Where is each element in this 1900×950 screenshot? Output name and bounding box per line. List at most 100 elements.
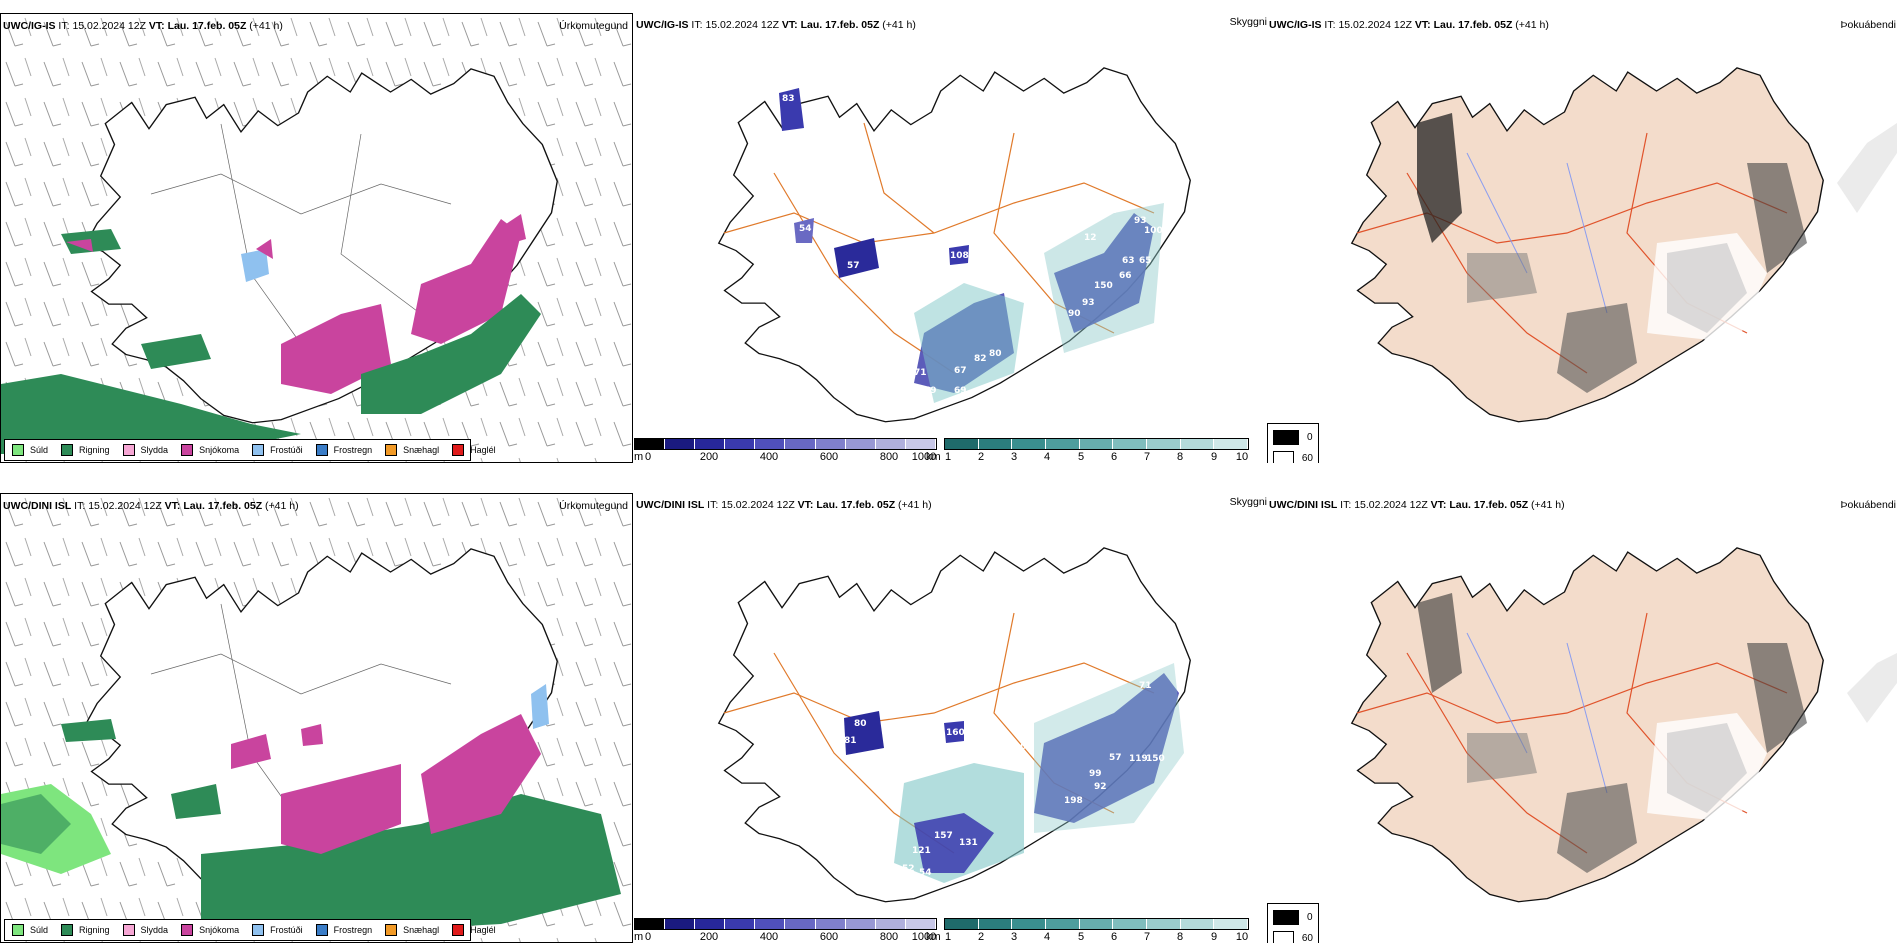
legend-item-frostudi: Frostúði (252, 924, 303, 936)
ceiling-colorbar: m 0 200 400 600 800 1000 (634, 438, 937, 463)
ceiling-label: 71 (914, 368, 927, 378)
ceiling-bar-swatch (695, 439, 726, 449)
visibility-tick: 9 (1210, 451, 1218, 463)
ceiling-unit: m (634, 931, 644, 943)
ceiling-tick: 0 (644, 451, 652, 463)
panel-header: UWC/DINI ISL IT: 15.02.2024 12Z VT: Lau.… (3, 500, 299, 512)
ceiling-unit: m (634, 451, 644, 463)
legend-item-frostregn: Frostregn (315, 924, 372, 936)
ceiling-label: 83 (782, 94, 795, 104)
visibility-bar-swatch (945, 919, 979, 929)
ceiling-bar-swatch (695, 919, 726, 929)
ceiling-label: 157 (934, 831, 953, 841)
precip-type-panel-top: UWC/IG-IS IT: 15.02.2024 12Z VT: Lau. 17… (0, 13, 633, 463)
visibility-bar-swatch (1079, 919, 1114, 929)
legend-item-snaehagl: Snæhagl (385, 924, 439, 936)
legend-item-sudl: Súld (12, 444, 48, 456)
legend-item-slydda: Slydda (122, 444, 168, 456)
fog-legend-item: 0 (1273, 430, 1313, 445)
ceiling-bar-swatch (815, 919, 846, 929)
ceiling-bar-swatch (635, 919, 666, 929)
ceiling-bar-swatch (785, 439, 816, 449)
visibility-tick: 5 (1077, 451, 1085, 463)
visibility-map-top: 83 52 54 57 108 12 100 93 100 63 65 66 1… (718, 67, 1191, 423)
ceiling-label: 108 (950, 251, 969, 261)
ceiling-bar-swatch (665, 919, 696, 929)
ceiling-tick: 400 (759, 931, 779, 943)
ceiling-label: 150 (1094, 281, 1113, 291)
visibility-bar-swatch (1046, 439, 1080, 449)
panel-header: UWC/IG-IS IT: 15.02.2024 12Z VT: Lau. 17… (3, 20, 283, 32)
fog-legend-item: 60 (1273, 931, 1313, 943)
visibility-tick: 2 (977, 931, 985, 943)
fog-panel-top: UWC/IG-IS IT: 15.02.2024 12Z VT: Lau. 17… (1267, 13, 1900, 463)
visibility-tick: 10 (1235, 451, 1249, 463)
visibility-tick: 4 (1043, 451, 1051, 463)
ceiling-tick: 400 (759, 451, 779, 463)
visibility-bar-swatch (978, 919, 1013, 929)
visibility-tick: 8 (1176, 931, 1184, 943)
visibility-colorbar: km 1 2 3 4 5 6 7 8 9 10 (926, 438, 1249, 463)
ceiling-bar-swatch (815, 439, 846, 449)
visibility-tick: 8 (1176, 451, 1184, 463)
ceiling-bar-swatch (845, 919, 876, 929)
legend-item-slydda: Slydda (122, 924, 168, 936)
fog-legend-item: 0 (1273, 910, 1313, 925)
ceiling-label: 52 (794, 191, 807, 201)
ceiling-tick: 800 (879, 451, 899, 463)
ceiling-bar-swatch (905, 439, 936, 449)
ceiling-tick: 1000 (911, 931, 937, 943)
ceiling-tick: 1000 (911, 451, 937, 463)
visibility-title: Skyggni (1229, 496, 1267, 508)
visibility-panel-bottom: 80 81 160 104 57 99 92 198 157 131 54 12… (634, 493, 1267, 943)
visibility-tick: 2 (977, 451, 985, 463)
ceiling-label: 82 (974, 354, 987, 364)
ceiling-tick: 0 (644, 931, 652, 943)
legend-item-haglel: Haglél (452, 924, 496, 936)
precip-type-legend: Súld Rigning Slydda Snjókoma Frostúði Fr… (4, 439, 496, 461)
panel-header: UWC/IG-IS IT: 15.02.2024 12Z VT: Lau. 17… (636, 19, 916, 31)
ceiling-label: 93 (1082, 298, 1095, 308)
visibility-panel-top: 83 52 54 57 108 12 100 93 100 63 65 66 1… (634, 13, 1267, 463)
ceiling-bar-swatch (845, 439, 876, 449)
ceiling-label: 150 (1146, 754, 1165, 764)
fog-map-bottom (1351, 547, 1897, 903)
legend-item-sudl: Súld (12, 924, 48, 936)
visibility-bar-swatch (1046, 919, 1080, 929)
ceiling-label: 160 (946, 728, 965, 738)
ceiling-bar-swatch (665, 439, 696, 449)
visibility-tick: 6 (1110, 451, 1118, 463)
ceiling-label: 119 (1129, 754, 1148, 764)
visibility-bar-swatch (1214, 439, 1249, 449)
visibility-map-bottom: 80 81 160 104 57 99 92 198 157 131 54 12… (718, 547, 1191, 903)
panel-header: UWC/IG-IS IT: 15.02.2024 12Z VT: Lau. 17… (1269, 19, 1549, 31)
ceiling-label: 54 (799, 224, 812, 234)
legend-item-snaehagl: Snæhagl (385, 444, 439, 456)
visibility-bar-swatch (1147, 919, 1181, 929)
precip-type-panel-bottom: UWC/DINI ISL IT: 15.02.2024 12Z VT: Lau.… (0, 493, 633, 943)
visibility-unit: km (926, 931, 941, 943)
precip-type-map-top (1, 14, 632, 462)
ceiling-label: 57 (1109, 753, 1122, 763)
visibility-bar-swatch (1180, 919, 1215, 929)
ceiling-label: 80 (854, 719, 867, 729)
legend-item-haglel: Haglél (452, 444, 496, 456)
ceiling-bar-swatch (725, 919, 756, 929)
visibility-tick: 9 (1210, 931, 1218, 943)
ceiling-label: 93 (1134, 216, 1147, 226)
visibility-bar-swatch (1113, 439, 1148, 449)
ceiling-label: 90 (1068, 309, 1081, 319)
visibility-tick: 7 (1143, 931, 1151, 943)
legend-item-snjokoma: Snjókoma (181, 444, 239, 456)
ceiling-label: 54 (919, 868, 932, 878)
visibility-tick: 5 (1077, 931, 1085, 943)
fog-title: Þokuábendi (1840, 19, 1896, 31)
visibility-tick: 4 (1043, 931, 1051, 943)
ceiling-bar-swatch (875, 439, 906, 449)
ceiling-label: 52 (902, 864, 915, 874)
visibility-bar-swatch (1113, 919, 1148, 929)
fog-legend-item: 60 (1273, 451, 1313, 463)
ceiling-tick: 600 (819, 451, 839, 463)
ceiling-label: 100 (1099, 206, 1118, 216)
ceiling-label: 71 (1139, 681, 1152, 691)
